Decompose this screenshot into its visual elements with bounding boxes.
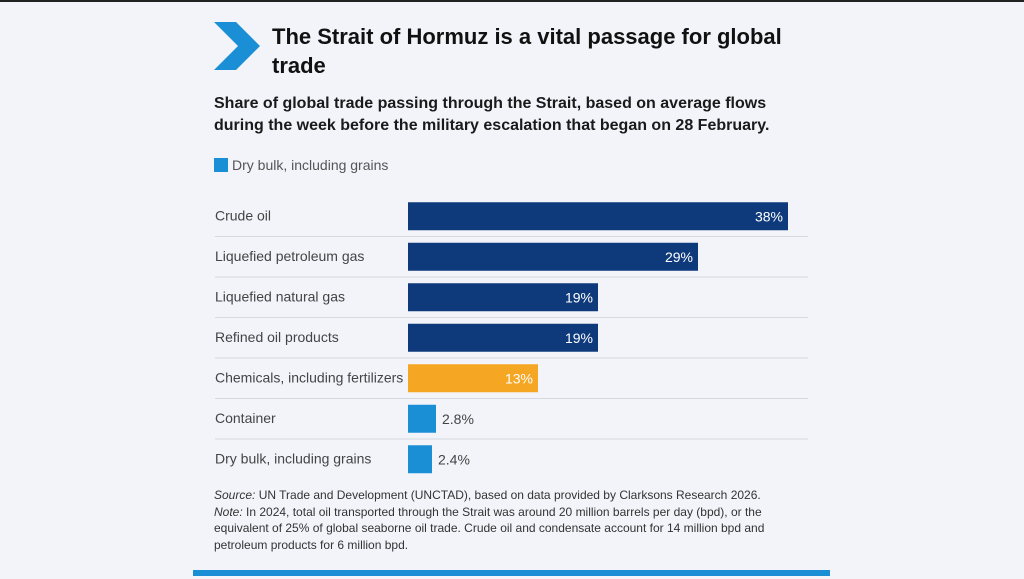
category-label: Container (215, 410, 276, 426)
source-text: UN Trade and Development (UNCTAD), based… (255, 488, 761, 502)
data-label: 13% (505, 370, 533, 386)
chart-subtitle: Share of global trade passing through th… (214, 95, 770, 134)
bar (408, 202, 788, 231)
chevron-logo-icon (214, 22, 260, 70)
bar (408, 283, 598, 312)
bar (408, 242, 698, 271)
chart-footnote: Source: UN Trade and Development (UNCTAD… (214, 487, 814, 553)
data-label: 19% (565, 289, 593, 305)
bar (408, 445, 432, 474)
bar (408, 404, 436, 433)
note-text: In 2024, total oil transported through t… (214, 504, 765, 552)
data-label: 38% (755, 208, 783, 224)
category-label: Liquefied natural gas (215, 288, 345, 304)
category-label: Crude oil (215, 207, 271, 223)
data-label: 29% (665, 249, 693, 265)
bottom-accent-bar (193, 570, 830, 576)
source-label: Source: (214, 488, 256, 502)
data-label: 2.4% (438, 451, 470, 467)
chart-title: The Strait of Hormuz is a vital passage … (272, 24, 782, 78)
category-label: Chemicals, including fertilizers (215, 369, 403, 385)
bar (408, 364, 538, 393)
note-label: Note: (214, 504, 243, 519)
category-label: Liquefied petroleum gas (215, 248, 364, 264)
category-label: Dry bulk, including grains (215, 450, 371, 466)
data-label: 19% (565, 330, 593, 346)
category-label: Refined oil products (215, 329, 339, 345)
legend-swatch (214, 158, 228, 172)
window-top-border (0, 0, 1024, 2)
legend: Dry bulk, including grains (214, 157, 388, 173)
legend-label: Dry bulk, including grains (232, 157, 389, 173)
data-label: 2.8% (442, 411, 474, 427)
bar (408, 323, 598, 352)
